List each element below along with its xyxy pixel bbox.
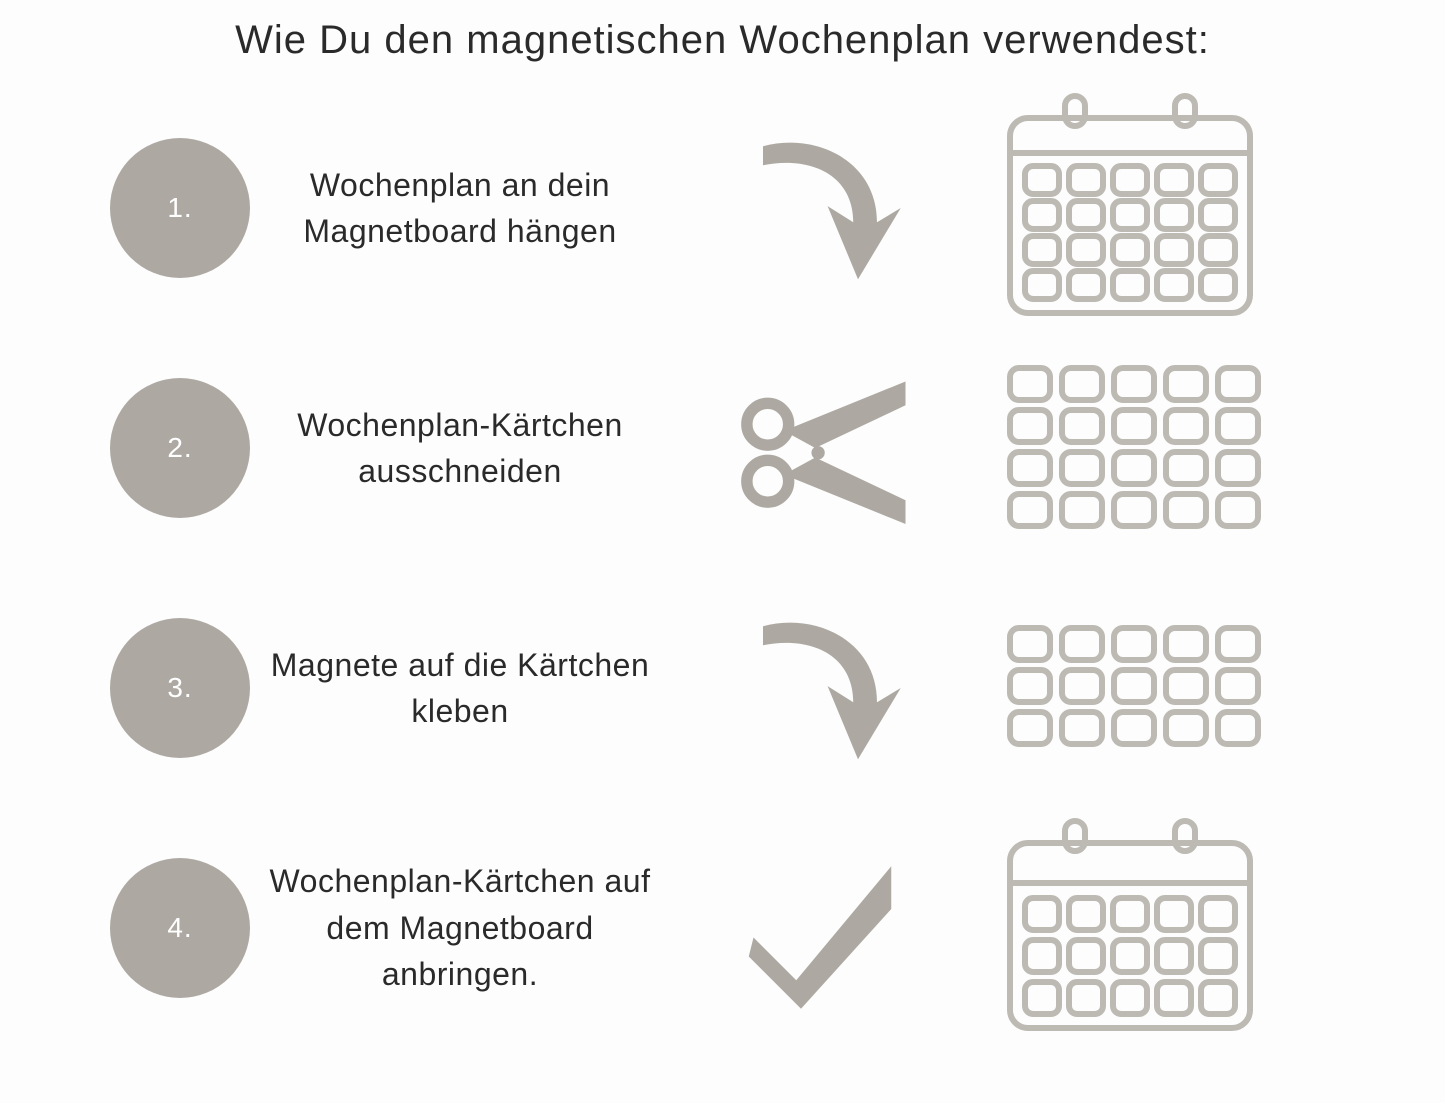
step-number-circle: 4.: [110, 858, 250, 998]
arrow-icon: [670, 113, 970, 303]
step-number: 1.: [167, 192, 192, 224]
step-text: Wochenplan-Kärtchen ausschneiden: [250, 402, 670, 495]
step-number: 2.: [167, 432, 192, 464]
step-number-circle: 1.: [110, 138, 250, 278]
calendar-icon: [970, 813, 1290, 1043]
cards-grid-icon: [970, 358, 1290, 538]
step-text: Wochenplan-Kärtchen auf dem Magnetboard …: [250, 858, 670, 997]
arrow-icon: [670, 593, 970, 783]
calendar-icon: [970, 88, 1290, 328]
step-row-1: 1. Wochenplan an dein Magnetboard hängen: [90, 103, 1355, 313]
check-icon: [670, 833, 970, 1023]
step-row-2: 2. Wochenplan-Kärtchen ausschneiden: [90, 343, 1355, 553]
step-number-circle: 2.: [110, 378, 250, 518]
infographic-page: Wie Du den magnetischen Wochenplan verwe…: [0, 0, 1445, 1103]
page-title: Wie Du den magnetischen Wochenplan verwe…: [90, 18, 1355, 63]
step-text: Wochenplan an dein Magnetboard hängen: [250, 162, 670, 255]
step-row-4: 4. Wochenplan-Kärtchen auf dem Magnetboa…: [90, 823, 1355, 1033]
step-row-3: 3. Magnete auf die Kärtchen kleben: [90, 583, 1355, 793]
step-number: 4.: [167, 912, 192, 944]
step-text: Magnete auf die Kärtchen kleben: [250, 642, 670, 735]
scissors-icon: [670, 353, 970, 543]
cards-grid-icon: [970, 618, 1290, 758]
step-number-circle: 3.: [110, 618, 250, 758]
step-number: 3.: [167, 672, 192, 704]
